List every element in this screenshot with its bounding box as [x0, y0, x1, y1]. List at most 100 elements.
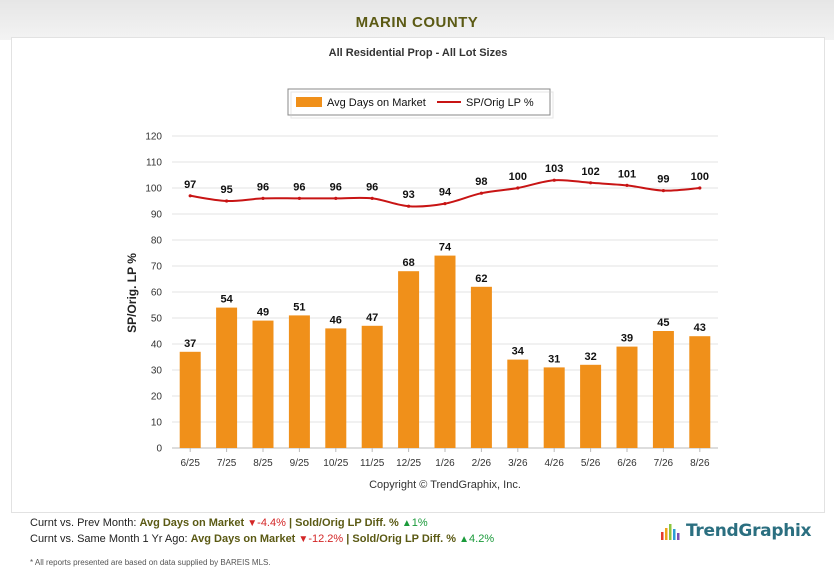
- x-tick-label: 6/26: [617, 458, 637, 469]
- bar: [216, 307, 238, 448]
- y-tick-label: 10: [151, 418, 163, 429]
- bar: [361, 325, 383, 448]
- bar: [434, 255, 456, 448]
- line-point: [625, 183, 629, 187]
- line-data-label: 100: [509, 171, 527, 183]
- header-band: [0, 0, 834, 40]
- line-point: [516, 186, 520, 190]
- y-tick-label: 60: [151, 288, 163, 299]
- bar: [470, 286, 492, 448]
- line-point: [407, 204, 411, 208]
- x-tick-label: 11/25: [360, 458, 385, 469]
- bar-data-labels: 37 54 49 51 46 47 68 74 62 34 31 32 39 45 43: [184, 242, 706, 366]
- disclaimer: * All reports presented are based on dat…: [30, 558, 271, 567]
- line-data-label: 102: [581, 166, 599, 178]
- x-tick-label: 4/26: [544, 458, 564, 469]
- bar-data-label: 74: [439, 242, 452, 254]
- x-tick-label: 8/25: [253, 458, 273, 469]
- line-point: [370, 196, 374, 200]
- bar: [325, 328, 347, 448]
- legend-bar-label: Avg Days on Market: [327, 97, 426, 109]
- x-tick-label: 9/25: [290, 458, 310, 469]
- line-data-label: 96: [293, 181, 305, 193]
- y-tick-label: 90: [151, 210, 163, 221]
- y-tick-label: 40: [151, 340, 163, 351]
- footer-year-lp-change: 4.2%: [469, 533, 495, 545]
- x-tick-label: 7/25: [217, 458, 237, 469]
- brand-name: TrendGraphix: [686, 521, 812, 541]
- trendgraphix-logo: TrendGraphix: [660, 518, 811, 544]
- line-data-label: 94: [439, 187, 452, 199]
- x-tick-label: 5/26: [581, 458, 601, 469]
- x-tick-label: 6/25: [180, 458, 200, 469]
- line-data-label: 95: [220, 184, 232, 196]
- line-point: [661, 189, 666, 193]
- bar-chart-logo-icon: [661, 524, 680, 540]
- line-data-labels: 97 95 96 96 96 96 93 94 98 100 103 102 101 99 100: [184, 163, 709, 201]
- y-tick-label: 120: [145, 132, 162, 143]
- up-arrow-icon: ▲: [401, 518, 412, 529]
- legend-bar-swatch: [296, 97, 322, 107]
- bar: [580, 364, 602, 448]
- bar: [689, 336, 711, 448]
- line-data-label: 97: [184, 179, 196, 191]
- footer-prev-prefix: Curnt vs. Prev Month:: [30, 517, 137, 529]
- line-data-label: 96: [366, 181, 378, 193]
- y-tick-label: 100: [145, 184, 162, 195]
- footer-year-sep: | Sold/Orig LP Diff. %: [346, 533, 457, 545]
- bar-data-label: 51: [293, 301, 305, 313]
- y-tick-label: 80: [151, 236, 163, 247]
- bar-series: [179, 255, 711, 448]
- bar-data-label: 62: [475, 273, 487, 285]
- line-point: [443, 202, 447, 206]
- footer-prev-dom-change: -4.4%: [257, 517, 286, 529]
- line-data-label: 93: [402, 189, 414, 201]
- line-data-label: 96: [330, 181, 342, 193]
- line-point: [334, 196, 338, 200]
- footer-prev-month: Curnt vs. Prev Month: Avg Days on Market…: [30, 517, 428, 529]
- footer-year-ago: Curnt vs. Same Month 1 Yr Ago: Avg Days …: [30, 533, 494, 545]
- line-series: [188, 178, 702, 208]
- bar: [398, 271, 420, 448]
- footer-prev-lp-change: 1%: [411, 517, 428, 529]
- combo-chart: All Residential Prop - All Lot Sizes Avg…: [125, 47, 718, 491]
- x-tick-label: 7/26: [654, 458, 674, 469]
- bar-data-label: 45: [657, 317, 669, 329]
- footer-year-dom-change: -12.2%: [308, 533, 344, 545]
- bar: [179, 351, 201, 448]
- line-data-label: 101: [618, 168, 636, 180]
- footer-year-metric: Avg Days on Market: [190, 533, 296, 545]
- line-data-label: 98: [475, 176, 487, 188]
- footer-prev-metric: Avg Days on Market: [139, 517, 245, 529]
- bar-data-label: 34: [512, 346, 525, 358]
- y-tick-label: 20: [151, 392, 163, 403]
- page-title: MARIN COUNTY: [355, 14, 479, 31]
- y-tick-label: 50: [151, 314, 163, 325]
- down-arrow-icon: ▼: [298, 534, 309, 545]
- y-tick-label: 30: [151, 366, 163, 377]
- footer-year-prefix: Curnt vs. Same Month 1 Yr Ago:: [30, 533, 188, 545]
- chart-panel: All Residential Prop - All Lot Sizes Avg…: [11, 37, 825, 513]
- x-tick-label: 12/25: [396, 458, 421, 469]
- line-point: [188, 194, 192, 198]
- y-tick-label: 0: [156, 444, 162, 455]
- bar-data-label: 49: [257, 307, 269, 319]
- bar: [543, 367, 565, 448]
- x-tick-label: 3/26: [508, 458, 528, 469]
- footer-prev-sep: | Sold/Orig LP Diff. %: [288, 517, 399, 529]
- line-point: [225, 199, 229, 203]
- bar: [616, 346, 638, 448]
- bar-data-label: 32: [584, 351, 596, 363]
- line-point: [297, 196, 301, 200]
- line-data-label: 100: [691, 171, 709, 183]
- bar: [288, 315, 310, 448]
- line-point: [552, 178, 556, 182]
- y-axis-title: SP/Orig. LP %: [125, 253, 139, 333]
- bar-data-label: 68: [402, 257, 414, 269]
- down-arrow-icon: ▼: [247, 518, 258, 529]
- up-arrow-icon: ▲: [459, 534, 470, 545]
- line-point: [698, 186, 702, 190]
- line-data-label: 99: [657, 174, 669, 186]
- bar: [507, 359, 529, 448]
- line-point: [261, 196, 265, 200]
